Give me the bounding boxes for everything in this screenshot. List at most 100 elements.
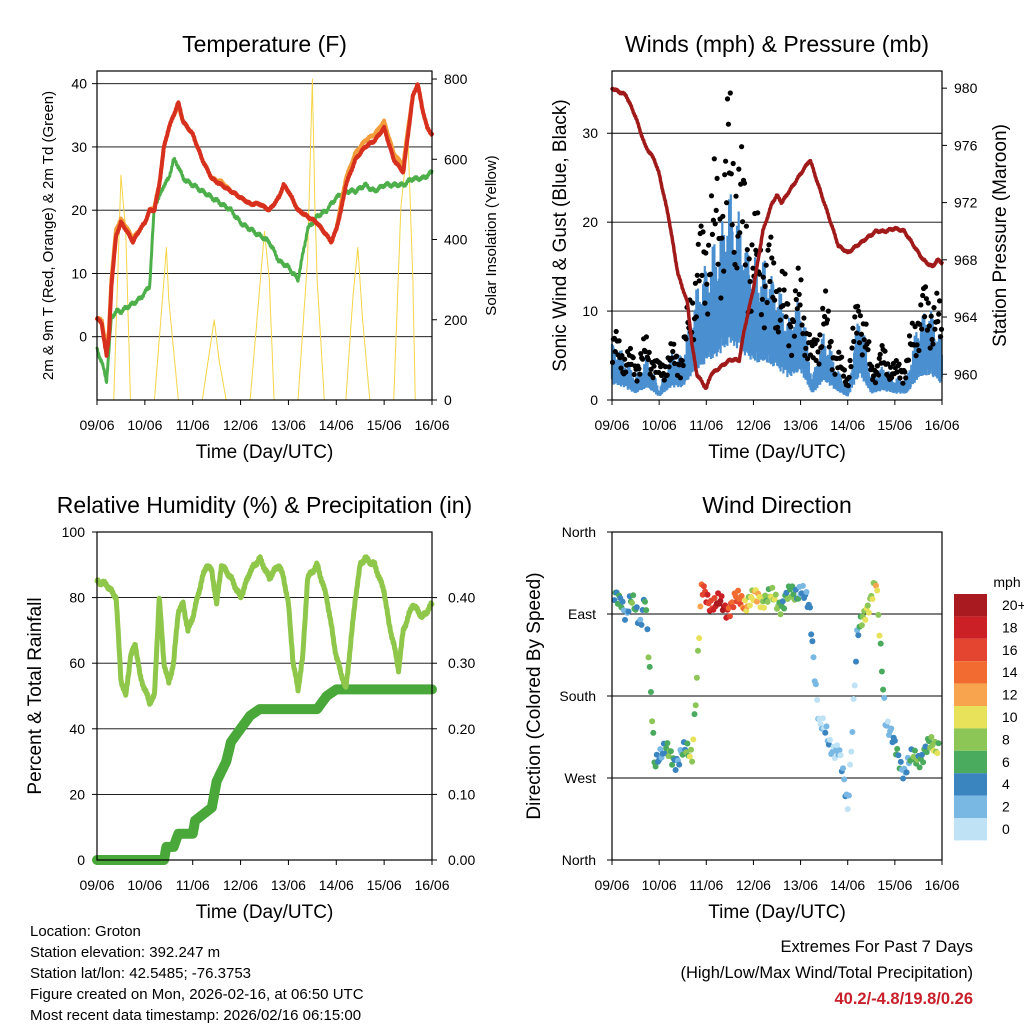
gust-point	[788, 324, 794, 330]
gust-point	[727, 90, 733, 96]
temperature-xtick-label: 16/06	[414, 417, 449, 433]
gust-point	[724, 96, 731, 102]
gust-point	[711, 156, 717, 162]
gust-point	[922, 284, 929, 290]
humidity-xlabel: Time (Day/UTC)	[196, 902, 334, 923]
direction-point	[841, 776, 848, 783]
direction-point	[790, 591, 797, 598]
gust-point	[640, 356, 646, 362]
gust-point	[937, 298, 943, 304]
direction-point	[644, 626, 651, 633]
direction-point	[807, 604, 813, 611]
direction-point	[911, 747, 918, 754]
gust-point	[923, 296, 930, 302]
direction-point	[729, 599, 736, 606]
direction-point	[653, 751, 660, 758]
rh-frame	[96, 531, 433, 861]
gust-point	[847, 357, 853, 364]
gust-point	[694, 272, 700, 278]
direction-point	[878, 668, 885, 675]
direction-point	[718, 593, 725, 600]
direction-point	[761, 604, 767, 611]
gust-point	[616, 338, 622, 344]
direction-point	[726, 613, 733, 620]
legend-label: 4	[1002, 776, 1010, 792]
gust-point	[712, 221, 718, 227]
gust-point	[766, 242, 772, 248]
humidity-xtick-label: 10/06	[127, 877, 162, 893]
gust-point	[848, 364, 854, 370]
gust-point	[865, 347, 871, 353]
gust-point	[875, 372, 882, 378]
direction-point	[869, 596, 876, 602]
temperature-xtick-label: 14/06	[319, 417, 354, 433]
wind-y2tick-label: 980	[954, 80, 978, 96]
temp-ytick-label: 10	[71, 265, 87, 281]
gust-point	[896, 361, 902, 367]
direction-point	[895, 752, 902, 759]
gust-point	[795, 265, 801, 271]
direction-point	[897, 758, 904, 765]
gust-point	[854, 330, 860, 336]
gust-point	[713, 207, 719, 213]
temperature-xtick-label: 15/06	[367, 417, 402, 433]
panel-temperature: Temperature (F) Time (Day/UTC) 09/06 10/06 1…	[40, 31, 500, 463]
legend-swatch	[954, 773, 987, 796]
direction-point	[781, 605, 788, 612]
temp-ytick-label: 20	[71, 202, 87, 218]
extremes-subtitle: (High/Low/Max Wind/Total Precipitation)	[680, 964, 973, 982]
direction-xtick-label: 15/06	[877, 877, 912, 893]
legend-label: 8	[1002, 731, 1010, 747]
legend-swatch	[954, 638, 987, 662]
gust-point	[666, 364, 672, 370]
station-info: Location: Groton Station elevation: 392.…	[30, 921, 364, 1026]
direction-point	[803, 589, 810, 595]
wind-y2label: Station Pressure (Maroon)	[990, 124, 1011, 347]
direction-point	[638, 621, 645, 628]
gust-point	[636, 366, 642, 372]
gust-point	[917, 321, 923, 327]
direction-xtick-label: 16/06	[924, 877, 959, 893]
legend-label: 18	[1002, 619, 1018, 635]
direction-point	[888, 725, 895, 732]
gust-point	[861, 337, 867, 343]
wind-y2tick-label: 976	[954, 137, 978, 153]
winds-xtick-label: 16/06	[924, 417, 959, 433]
gust-point	[866, 339, 872, 345]
direction-point	[847, 761, 854, 768]
direction-xtick-label: 11/06	[689, 877, 723, 893]
gust-point	[627, 345, 634, 352]
direction-point	[875, 611, 882, 618]
direction-point	[691, 711, 698, 718]
gust-point	[704, 281, 710, 287]
legend-label: 12	[1002, 687, 1018, 703]
gust-point	[855, 303, 861, 309]
wind-y2tick-label: 968	[954, 252, 978, 268]
gust-point	[777, 317, 783, 323]
gust-point	[634, 378, 640, 384]
gust-point	[903, 375, 909, 381]
rh-ytick-label: 40	[69, 721, 85, 737]
gust-point	[913, 353, 919, 359]
temperature-xtick-label: 13/06	[271, 417, 306, 433]
gust-point	[767, 278, 773, 285]
direction-point	[837, 752, 844, 759]
gust-point	[851, 338, 857, 345]
direction-point	[771, 596, 778, 603]
gust-point	[758, 312, 765, 318]
gust-point	[840, 373, 847, 379]
rh-ytick-label: 0	[77, 852, 85, 868]
humidity-xtick-label: 12/06	[223, 877, 258, 893]
direction-point	[891, 737, 898, 744]
gust-point	[814, 337, 820, 343]
direction-point	[851, 682, 858, 689]
gust-points	[609, 90, 945, 389]
gust-point	[826, 344, 832, 350]
gust-point	[680, 362, 686, 369]
direction-point	[840, 765, 846, 772]
gust-point	[797, 302, 803, 308]
legend-swatch	[954, 750, 987, 774]
direction-points	[611, 580, 942, 813]
gust-point	[825, 308, 832, 314]
gust-point	[631, 371, 637, 378]
